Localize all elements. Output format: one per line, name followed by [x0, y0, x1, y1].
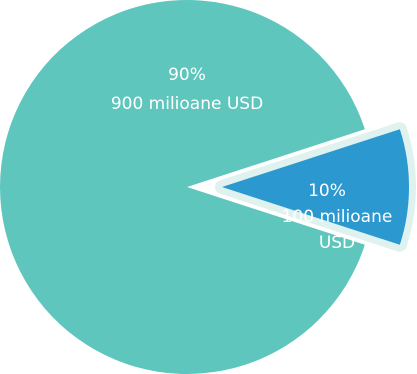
slice-main-value-label: 900 milioane USD [111, 94, 263, 114]
pie-slice-main [0, 0, 365, 374]
slice-exploded-value-label-line1: 100 milioane [282, 207, 393, 227]
slice-main-percent-label: 90% [168, 65, 206, 85]
slice-exploded-percent-label: 10% [308, 181, 346, 201]
slice-exploded-value-label-line2: USD [319, 233, 355, 253]
pie-slice-exploded [222, 129, 409, 245]
